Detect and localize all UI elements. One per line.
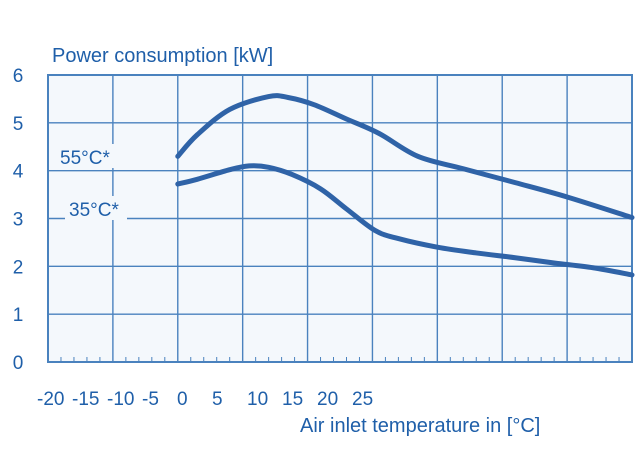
y-tick-label: 3 — [13, 210, 24, 231]
chart-title: Power consumption [kW] — [52, 45, 273, 67]
y-tick-label: 6 — [13, 66, 24, 87]
series-line — [175, 163, 635, 278]
y-tick-label: 0 — [13, 353, 24, 374]
x-tick-label: 0 — [177, 389, 188, 410]
y-tick-label-layer: 0 1 2 3 4 5 6 — [13, 66, 24, 374]
y-tick-label: 2 — [13, 257, 24, 278]
series-line — [175, 93, 635, 221]
y-tick-label: 1 — [13, 305, 24, 326]
x-tick-label: -10 — [107, 389, 134, 410]
x-tick-label: -15 — [72, 389, 99, 410]
x-tick-label: -5 — [142, 389, 159, 410]
x-tick-label: 10 — [247, 389, 268, 410]
x-tick-label: 25 — [352, 389, 373, 410]
series-layer — [175, 93, 635, 278]
x-tick-label: 5 — [212, 389, 223, 410]
x-tick-label: 20 — [317, 389, 338, 410]
x-tick-label: 15 — [282, 389, 303, 410]
x-tick-label: -20 — [37, 389, 64, 410]
series-label-background — [56, 144, 118, 168]
series-label-layer: 55°C* 35°C* — [56, 144, 127, 221]
series-label-background — [65, 196, 127, 220]
series-label: 55°C* — [60, 148, 110, 169]
x-tick-label-layer: -20 -15 -10 -5 0 5 10 15 20 25 — [37, 389, 373, 410]
y-tick-label: 4 — [13, 162, 24, 183]
x-axis-title: Air inlet temperature in [°C] — [300, 415, 540, 437]
minor-tick-layer — [60, 357, 620, 362]
series-label: 35°C* — [69, 200, 119, 221]
y-tick-label: 5 — [13, 114, 24, 135]
